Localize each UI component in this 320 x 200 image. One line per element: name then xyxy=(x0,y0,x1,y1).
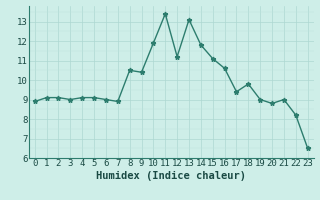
X-axis label: Humidex (Indice chaleur): Humidex (Indice chaleur) xyxy=(96,171,246,181)
